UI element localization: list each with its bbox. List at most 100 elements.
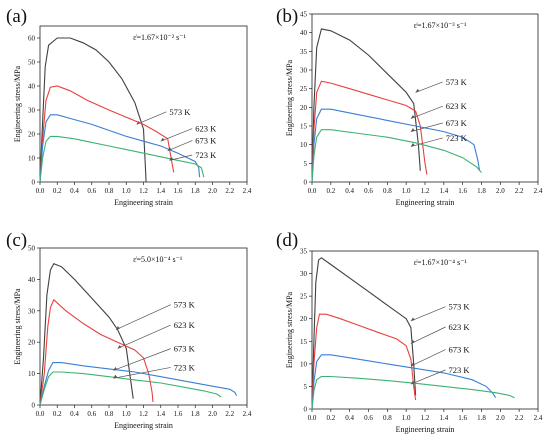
x-tick-label: 0.4 — [70, 187, 79, 195]
x-tick-label: 0.0 — [308, 187, 317, 195]
x-tick-label: 0.0 — [36, 187, 45, 195]
annotation-leader — [410, 105, 443, 119]
y-tick-label: 10 — [300, 360, 308, 368]
y-tick-label: 30 — [300, 270, 308, 278]
annotation-leader — [410, 349, 446, 367]
y-tick-label: 5 — [304, 160, 308, 168]
y-axis-label: Engineering stress/MPa — [13, 288, 22, 365]
y-tick-label: 0 — [304, 179, 308, 187]
x-tick-label: 1.2 — [139, 187, 148, 195]
x-tick-label: 0.6 — [364, 187, 373, 195]
x-tick-label: 1.2 — [421, 414, 430, 422]
x-tick-label: 0.4 — [345, 187, 354, 195]
x-tick-label: 2.4 — [534, 414, 543, 422]
strain-rate-label: ε̇=5.0×10⁻⁴ s⁻¹ — [133, 255, 183, 264]
annotation-leader — [415, 81, 443, 93]
annotation-leader — [410, 306, 446, 322]
annotation-arrowhead — [410, 317, 415, 321]
series-line-623k — [39, 85, 175, 183]
x-tick-label: 1.8 — [477, 187, 486, 195]
annotation-arrowhead — [410, 128, 415, 132]
y-tick-label: 35 — [300, 248, 308, 256]
annotation-leader — [167, 140, 193, 152]
series-line-573k — [39, 37, 147, 183]
series-line-723k — [39, 135, 205, 183]
y-tick-label: 35 — [300, 48, 308, 56]
x-tick-label: 0.8 — [383, 187, 392, 195]
x-tick-label: 2.4 — [243, 410, 252, 418]
y-tick-label: 0 — [304, 406, 308, 414]
y-tick-label: 20 — [28, 339, 36, 347]
y-tick-label: 20 — [28, 131, 36, 139]
x-tick-label: 1.4 — [439, 414, 448, 422]
x-tick-label: 0.6 — [87, 410, 96, 418]
annotation-arrowhead — [113, 374, 118, 379]
y-tick-label: 10 — [300, 141, 308, 149]
annotation-leader — [410, 137, 443, 147]
series-line-673k — [39, 362, 238, 406]
x-tick-label: 2.4 — [534, 187, 543, 195]
x-tick-label: 1.6 — [458, 187, 467, 195]
x-tick-label: 1.4 — [156, 410, 165, 418]
annotation-leader — [115, 304, 171, 330]
series-annotation-label: 573 K — [174, 300, 196, 310]
series-line-673k — [39, 114, 201, 183]
y-tick-label: 0 — [32, 179, 36, 187]
annotation-leader — [410, 122, 443, 132]
annotation-arrowhead — [410, 340, 415, 344]
y-tick-label: 10 — [28, 155, 36, 163]
x-tick-label: 0.6 — [87, 187, 96, 195]
x-tick-label: 0.8 — [383, 414, 392, 422]
strain-rate-label: ε̇=1.67×10⁻² s⁻¹ — [133, 33, 186, 42]
x-tick-label: 0.2 — [326, 187, 335, 195]
series-line-573k — [311, 28, 421, 183]
panel-label: (b) — [276, 6, 298, 27]
y-tick-label: 15 — [300, 123, 308, 131]
annotation-arrowhead — [117, 344, 122, 349]
y-tick-label: 25 — [300, 293, 308, 301]
strain-rate-label: ε̇=1.67×10⁻³ s⁻¹ — [414, 21, 467, 30]
x-tick-label: 0.2 — [53, 187, 62, 195]
annotation-arrowhead — [113, 366, 118, 371]
y-tick-label: 25 — [300, 85, 308, 93]
y-tick-label: 50 — [28, 59, 36, 67]
series-annotation-label: 623 K — [195, 124, 217, 134]
y-tick-label: 0 — [32, 402, 36, 410]
series-annotation-label: 673 K — [446, 118, 468, 128]
x-tick-label: 2.0 — [208, 410, 217, 418]
x-tick-label: 2.2 — [225, 410, 234, 418]
panel-label: (c) — [6, 230, 27, 251]
panel-b: 0.0 0.2 0.4 0.6 0.8 1.0 1.2 1.4 1.6 1.8 2.0 2.2 2.4 0… — [276, 6, 543, 207]
y-tick-label: 45 — [300, 11, 308, 19]
annotation-leader — [160, 128, 193, 142]
x-tick-label: 1.4 — [439, 187, 448, 195]
x-tick-label: 1.0 — [402, 414, 411, 422]
x-tick-label: 1.2 — [139, 410, 148, 418]
annotation-leader — [113, 367, 171, 379]
x-tick-label: 0.6 — [364, 414, 373, 422]
x-tick-label: 0.0 — [36, 410, 45, 418]
x-axis-label: Engineering strain — [396, 198, 455, 207]
series-annotation-label: 723 K — [449, 365, 471, 375]
panel-a: 0.0 0.2 0.4 0.6 0.8 1.0 1.2 1.4 1.6 1.8 2.0 2.2 2.4 0… — [6, 6, 252, 207]
series-annotation-label: 573 K — [169, 107, 191, 117]
x-tick-label: 0.2 — [326, 414, 335, 422]
y-tick-label: 40 — [28, 83, 36, 91]
x-tick-label: 0.8 — [105, 410, 114, 418]
y-axis-label: Engineering stress/MPa — [285, 59, 294, 136]
y-axis-label: Engineering stress/MPa — [13, 65, 22, 142]
series-annotation-label: 623 K — [446, 101, 468, 111]
x-axis-label: Engineering strain — [114, 198, 173, 207]
panel-c: 0.0 0.2 0.4 0.6 0.8 1.0 1.2 1.4 1.6 1.8 2.0 2.2 2.4 0… — [6, 230, 252, 430]
annotation-arrowhead — [410, 362, 415, 367]
x-tick-label: 2.2 — [515, 414, 524, 422]
series-line-573k — [311, 257, 417, 410]
x-tick-label: 1.6 — [174, 187, 183, 195]
annotation-arrowhead — [415, 88, 420, 93]
annotation-leader — [117, 324, 171, 349]
x-tick-label: 2.0 — [496, 414, 505, 422]
panel-d: 0.0 0.2 0.4 0.6 0.8 1.0 1.2 1.4 1.6 1.8 2.0 2.2 2.4 0… — [276, 230, 543, 434]
x-tick-label: 0.4 — [345, 414, 354, 422]
series-annotation-label: 673 K — [195, 136, 217, 146]
